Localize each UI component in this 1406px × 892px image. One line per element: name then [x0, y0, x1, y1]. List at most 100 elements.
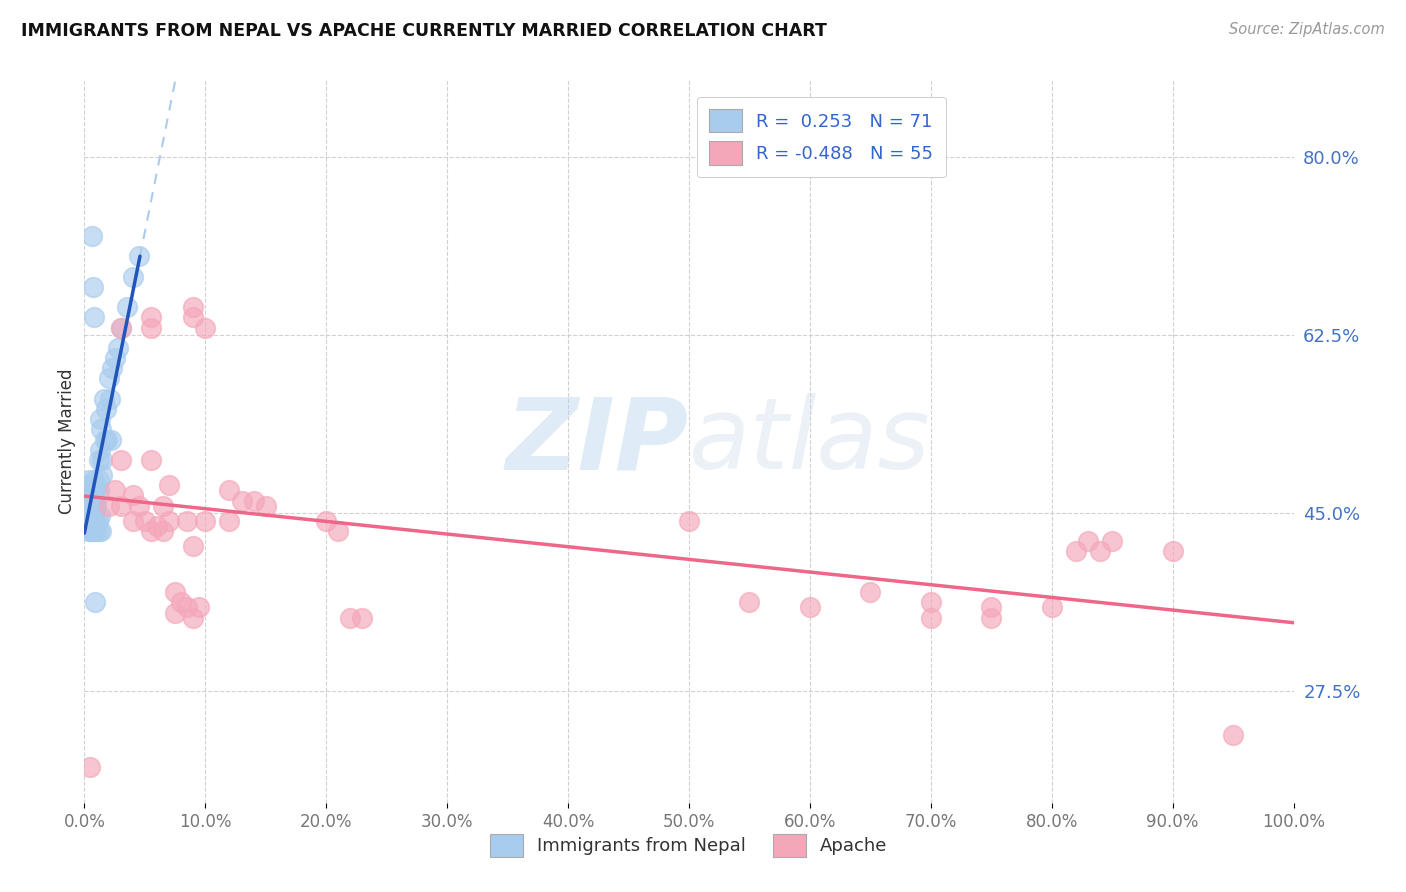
Point — [1077, 534, 1099, 549]
Point — [77, 483, 100, 498]
Point — [128, 249, 150, 263]
Point — [110, 499, 132, 513]
Point — [87, 453, 110, 467]
Point — [86, 478, 108, 492]
Point — [100, 433, 122, 447]
Point — [328, 524, 350, 538]
Point — [84, 514, 107, 528]
Point — [110, 320, 132, 334]
Point — [352, 610, 374, 624]
Point — [84, 504, 107, 518]
Point — [104, 483, 127, 498]
Point — [254, 499, 277, 513]
Point — [79, 514, 101, 528]
Point — [87, 524, 110, 538]
Point — [128, 499, 150, 513]
Point — [87, 473, 110, 487]
Point — [339, 610, 361, 624]
Point — [80, 229, 103, 244]
Point — [165, 585, 187, 599]
Point — [86, 524, 108, 538]
Point — [139, 310, 162, 325]
Y-axis label: Currently Married: Currently Married — [58, 368, 76, 515]
Point — [80, 483, 103, 498]
Point — [218, 514, 240, 528]
Point — [920, 610, 942, 624]
Point — [80, 514, 103, 528]
Point — [82, 280, 104, 294]
Point — [121, 514, 143, 528]
Point — [91, 468, 114, 483]
Point — [86, 499, 108, 513]
Point — [218, 483, 240, 498]
Point — [82, 499, 104, 513]
Point — [176, 514, 198, 528]
Point — [181, 310, 204, 325]
Text: ZIP: ZIP — [506, 393, 689, 490]
Point — [83, 524, 105, 538]
Point — [121, 488, 143, 502]
Point — [80, 493, 103, 508]
Point — [799, 600, 821, 615]
Point — [107, 341, 129, 355]
Point — [152, 499, 174, 513]
Point — [96, 433, 118, 447]
Point — [98, 392, 121, 406]
Point — [165, 606, 187, 620]
Point — [86, 493, 108, 508]
Text: Source: ZipAtlas.com: Source: ZipAtlas.com — [1229, 22, 1385, 37]
Point — [84, 493, 107, 508]
Point — [82, 514, 104, 528]
Point — [170, 595, 193, 609]
Point — [84, 483, 107, 498]
Point — [83, 483, 105, 498]
Point — [115, 300, 138, 314]
Point — [76, 483, 98, 498]
Point — [83, 473, 105, 487]
Point — [77, 499, 100, 513]
Point — [86, 514, 108, 528]
Point — [101, 361, 124, 376]
Point — [1064, 544, 1087, 558]
Point — [82, 478, 104, 492]
Point — [121, 269, 143, 284]
Point — [1222, 728, 1244, 742]
Point — [157, 478, 180, 492]
Point — [188, 600, 211, 615]
Point — [90, 422, 112, 436]
Point — [79, 478, 101, 492]
Point — [82, 488, 104, 502]
Point — [242, 493, 264, 508]
Point — [1161, 544, 1184, 558]
Point — [176, 600, 198, 615]
Point — [1088, 544, 1111, 558]
Point — [110, 320, 132, 334]
Point — [77, 514, 100, 528]
Point — [1040, 600, 1063, 615]
Point — [94, 401, 117, 416]
Point — [110, 453, 132, 467]
Point — [83, 488, 105, 502]
Point — [315, 514, 337, 528]
Point — [157, 514, 180, 528]
Point — [89, 442, 111, 457]
Text: atlas: atlas — [689, 393, 931, 490]
Point — [93, 392, 115, 406]
Point — [231, 493, 253, 508]
Point — [77, 478, 100, 492]
Point — [134, 514, 156, 528]
Point — [104, 351, 127, 365]
Point — [152, 524, 174, 538]
Point — [77, 519, 100, 533]
Point — [79, 524, 101, 538]
Point — [83, 310, 105, 325]
Point — [79, 493, 101, 508]
Text: IMMIGRANTS FROM NEPAL VS APACHE CURRENTLY MARRIED CORRELATION CHART: IMMIGRANTS FROM NEPAL VS APACHE CURRENTL… — [21, 22, 827, 40]
Point — [91, 453, 114, 467]
Point — [97, 371, 120, 385]
Point — [77, 524, 100, 538]
Point — [80, 504, 103, 518]
Point — [90, 524, 112, 538]
Point — [79, 504, 101, 518]
Point — [82, 524, 104, 538]
